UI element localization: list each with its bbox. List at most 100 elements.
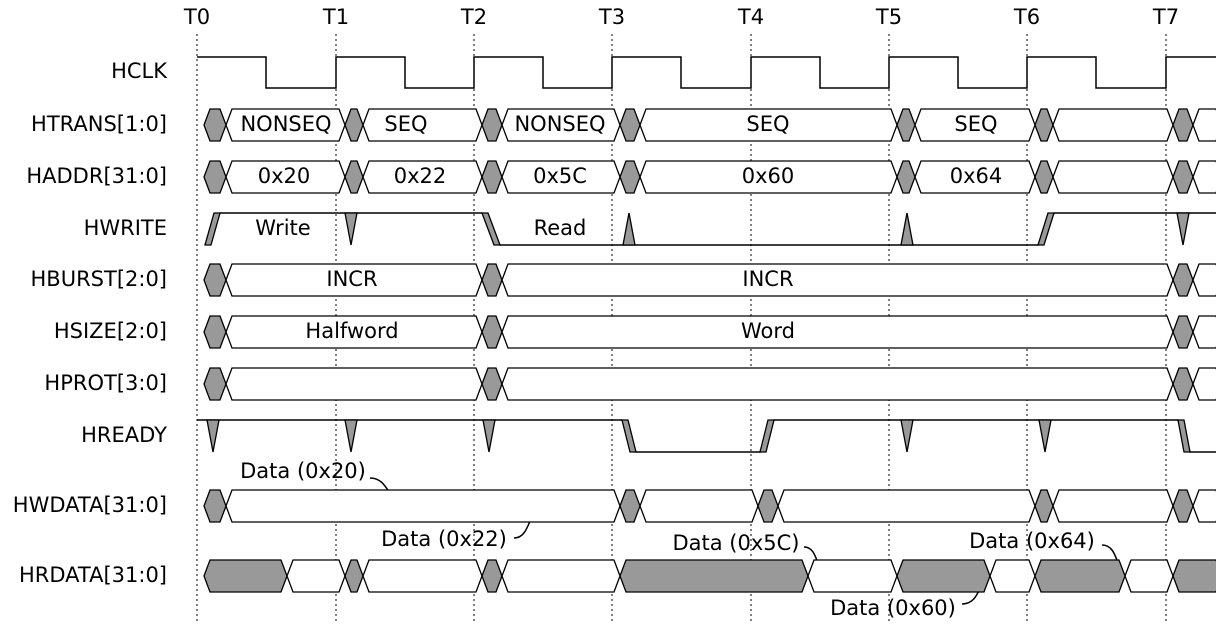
invalid-region: [1176, 212, 1190, 246]
invalid-region: [619, 559, 809, 593]
invalid-region: [206, 419, 220, 453]
waveforms: HCLK HTRANS[1:0] NONSEQ SEQ NONSEQ SEQ SEQ HADD…: [13, 56, 1216, 593]
invalid-region: [344, 559, 364, 593]
bus-segment: [777, 489, 1036, 523]
signal-name: HSIZE[2:0]: [54, 319, 167, 343]
time-label: T1: [322, 5, 349, 29]
invalid-region: [1172, 489, 1194, 523]
segment-label: INCR: [742, 267, 793, 291]
invalid-region: [1172, 367, 1194, 401]
annotation: Data (0x22): [381, 527, 507, 551]
signal-name: HREADY: [81, 423, 167, 447]
bus-segment: [807, 559, 898, 593]
annotation: Data (0x64): [969, 529, 1095, 553]
invalid-region: [481, 367, 503, 401]
invalid-region: [482, 419, 496, 453]
invalid-region: [481, 559, 503, 593]
invalid-region: [203, 108, 227, 142]
invalid-region: [481, 108, 503, 142]
bus-segment: [501, 315, 1174, 349]
invalid-region: [1172, 263, 1194, 297]
invalid-region: [344, 419, 358, 453]
bus-segment: [225, 489, 621, 523]
invalid-region: [344, 108, 364, 142]
signal-name: HWRITE: [84, 216, 167, 240]
invalid-region: [1034, 489, 1054, 523]
bus-segment: [1192, 160, 1216, 194]
bus-segment: [501, 559, 621, 593]
signal-name: HCLK: [111, 59, 168, 83]
invalid-region: [1172, 315, 1194, 349]
segment-label: 0x20: [258, 164, 311, 188]
invalid-region: [896, 160, 916, 194]
segment-label: 0x60: [742, 164, 795, 188]
invalid-region: [1172, 559, 1216, 593]
signal-name: HBURST[2:0]: [31, 267, 168, 291]
bus-segment: [1192, 367, 1216, 401]
segment-label: 0x64: [950, 164, 1003, 188]
bus-segment: [362, 559, 483, 593]
invalid-region: [481, 160, 503, 194]
invalid-region: [203, 559, 288, 593]
bus-segment: [1192, 489, 1216, 523]
annotation: Data (0x20): [240, 459, 366, 483]
signal-name: HPROT[3:0]: [44, 371, 167, 395]
invalid-region: [622, 212, 636, 246]
time-label: T4: [737, 5, 764, 29]
signal-line: [197, 56, 1216, 89]
bus-segment: [501, 263, 1174, 297]
segment-label: SEQ: [746, 112, 789, 136]
time-label: T6: [1013, 5, 1040, 29]
time-label: T2: [460, 5, 487, 29]
invalid-region: [757, 489, 779, 523]
invalid-region: [619, 160, 641, 194]
segment-label: Read: [534, 216, 587, 240]
time-label: T7: [1152, 5, 1179, 29]
invalid-region: [1034, 559, 1126, 593]
invalid-region: [621, 419, 637, 453]
invalid-region: [1177, 419, 1191, 453]
invalid-region: [1037, 212, 1055, 246]
invalid-region: [204, 212, 221, 246]
bus-segment: [1192, 263, 1216, 297]
bus-segment: [1052, 489, 1174, 523]
invalid-region: [1038, 419, 1052, 453]
invalid-region: [759, 419, 775, 453]
invalid-region: [344, 212, 358, 246]
invalid-region: [203, 160, 227, 194]
invalid-region: [203, 367, 227, 401]
bus-segment: [989, 559, 1036, 593]
annotation: Data (0x60): [830, 596, 956, 620]
invalid-region: [900, 212, 914, 246]
segment-label: Word: [741, 319, 795, 343]
invalid-region: [619, 489, 641, 523]
segment-label: NONSEQ: [514, 112, 605, 136]
time-label: T0: [183, 5, 210, 29]
segment-label: SEQ: [954, 112, 997, 136]
segment-label: SEQ: [384, 112, 427, 136]
time-label: T5: [875, 5, 902, 29]
signal-name: HADDR[31:0]: [26, 164, 167, 188]
annotation: Data (0x5C): [672, 531, 799, 555]
signal-name: HTRANS[1:0]: [31, 112, 167, 136]
bus-segment: [1052, 160, 1174, 194]
invalid-region: [344, 160, 364, 194]
bus-segment: [225, 367, 483, 401]
segment-label: INCR: [326, 267, 377, 291]
invalid-region: [1172, 160, 1194, 194]
invalid-region: [481, 263, 503, 297]
segment-label: Write: [255, 216, 310, 240]
bus-segment: [639, 489, 759, 523]
invalid-region: [1172, 108, 1194, 142]
invalid-region: [203, 263, 227, 297]
segment-label: 0x22: [394, 164, 447, 188]
bus-segment: [1124, 559, 1174, 593]
invalid-region: [1034, 108, 1054, 142]
time-label: T3: [598, 5, 625, 29]
invalid-region: [481, 315, 503, 349]
bus-segment: [1052, 108, 1174, 142]
signal-name: HWDATA[31:0]: [13, 493, 167, 517]
invalid-region: [900, 419, 914, 453]
invalid-region: [481, 212, 501, 246]
